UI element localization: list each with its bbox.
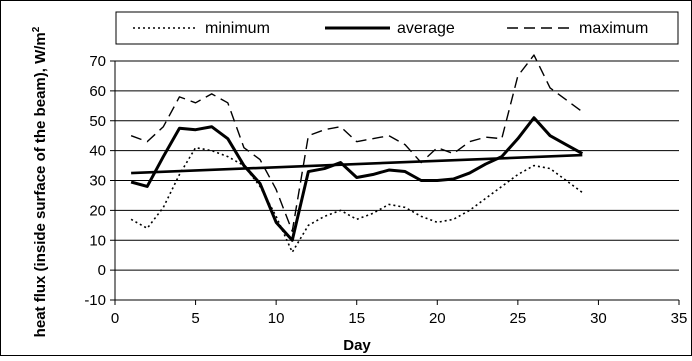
x-tick-label: 10 [268,310,285,327]
legend-box [115,11,679,45]
series-line-average [130,116,584,242]
series-line-maximum [130,54,583,232]
y-tick-label: 40 [89,143,106,160]
y-tick-label: 60 [89,83,106,100]
x-tick-label: 25 [510,310,527,327]
x-tick-label: 0 [111,310,119,327]
legend-label-maximum: maximum [579,20,648,37]
y-axis-title: heat flux (inside surface of the beam), … [31,26,49,337]
y-tick-label: 30 [89,173,106,190]
y-tick-label: 70 [89,53,106,70]
trendline-average [131,153,583,175]
x-tick-label: 30 [590,310,607,327]
y-tick-label: 0 [98,262,106,279]
y-tick-label: 10 [89,232,106,249]
legend-label-minimum: minimum [205,20,270,37]
x-tick-label: 15 [348,310,365,327]
x-tick-label: 5 [191,310,199,327]
plot-area: -10 0 10 20 30 40 50 60 70 0 5 10 15 20 25 30 35 [84,53,687,327]
y-tick-label: 20 [89,202,106,219]
x-tick-label: 35 [671,310,688,327]
x-axis-title: Day [343,337,371,354]
legend: minimum average maximum [115,11,679,45]
y-axis-title-superscript: 2 [31,26,42,32]
y-axis-title-text: heat flux (inside surface of the beam), … [32,32,49,337]
x-tick-label: 20 [429,310,446,327]
legend-label-average: average [397,20,455,37]
y-tick-label: 50 [89,113,106,130]
y-tick-label: -10 [84,292,106,309]
